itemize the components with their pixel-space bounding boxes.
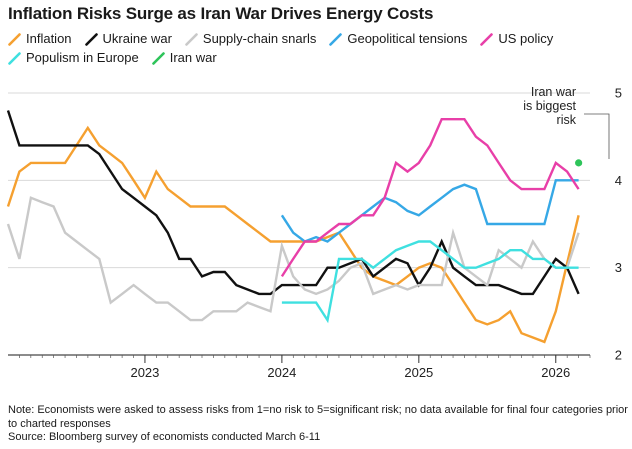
- x-tick-label: 2025: [404, 365, 433, 380]
- legend-swatch-geopolitical-tensions: [329, 32, 343, 46]
- y-tick-label: 4: [615, 173, 622, 188]
- series-line-ukraine-war: [6, 110, 580, 296]
- legend-label-geopolitical-tensions: Geopolitical tensions: [347, 31, 468, 46]
- y-tick-label: 5: [615, 86, 622, 101]
- note-text: Note: Economists were asked to assess ri…: [8, 404, 628, 430]
- legend-label-iran-war: Iran war: [169, 50, 217, 65]
- series-line-supply-chain-snarls: [6, 196, 580, 322]
- legend-item-geopolitical-tensions: Geopolitical tensions: [329, 31, 467, 47]
- x-tick-label: 2024: [267, 365, 296, 380]
- axes: 2 3 4 5 2023 2024 2025 2026: [8, 86, 622, 380]
- legend-label-ukraine-war: Ukraine war: [102, 31, 172, 46]
- x-tick-label: 2023: [130, 365, 159, 380]
- annotation-line-2: is biggest: [523, 99, 576, 113]
- legend-item-ukraine-war: Ukraine war: [84, 31, 172, 47]
- annotation-line-1: Iran war: [531, 85, 576, 99]
- legend-item-populism-in-europe: Populism in Europe: [8, 50, 139, 66]
- x-tick-label: 2026: [541, 365, 570, 380]
- chart-footnote: Note: Economists were asked to assess ri…: [8, 404, 628, 445]
- legend-swatch-us-policy: [480, 32, 494, 46]
- legend-row-2: Populism in Europe Iran war: [8, 49, 628, 67]
- series-line-inflation: [6, 125, 580, 344]
- annotation-layer: Iran war is biggest risk: [523, 85, 610, 159]
- series-lines: [6, 110, 583, 344]
- legend-label-us-policy: US policy: [498, 31, 554, 46]
- legend-label-inflation: Inflation: [26, 31, 72, 46]
- y-tick-label: 3: [615, 260, 622, 275]
- legend-item-supply-chain-snarls: Supply-chain snarls: [185, 31, 316, 47]
- legend-swatch-iran-war: [151, 51, 165, 65]
- y-tick-label: 2: [615, 348, 622, 363]
- legend-item-us-policy: US policy: [480, 31, 553, 47]
- legend-swatch-supply-chain-snarls: [185, 32, 198, 46]
- legend-label-populism-in-europe: Populism in Europe: [26, 50, 139, 65]
- annotation-line-3: risk: [557, 113, 577, 127]
- annotation-leader: [584, 113, 610, 159]
- legend-label-supply-chain-snarls: Supply-chain snarls: [202, 31, 317, 46]
- series-line-geopolitical-tensions: [280, 179, 579, 243]
- legend-swatch-inflation: [8, 32, 21, 46]
- legend-row-1: Inflation Ukraine war Supply-chain snarl…: [8, 30, 628, 48]
- legend-item-iran-war: Iran war: [151, 50, 217, 66]
- legend-swatch-populism-in-europe: [8, 51, 21, 65]
- series-line-populism-in-europe: [281, 240, 579, 324]
- chart-title: Inflation Risks Surge as Iran War Drives…: [8, 4, 434, 23]
- series-point-iran-war: [575, 159, 583, 167]
- series-line-us-policy: [280, 117, 580, 278]
- chart-legend: Inflation Ukraine war Supply-chain snarl…: [8, 30, 628, 68]
- source-text: Source: Bloomberg survey of economists c…: [8, 431, 321, 443]
- legend-item-inflation: Inflation: [8, 31, 72, 47]
- legend-swatch-ukraine-war: [84, 32, 98, 46]
